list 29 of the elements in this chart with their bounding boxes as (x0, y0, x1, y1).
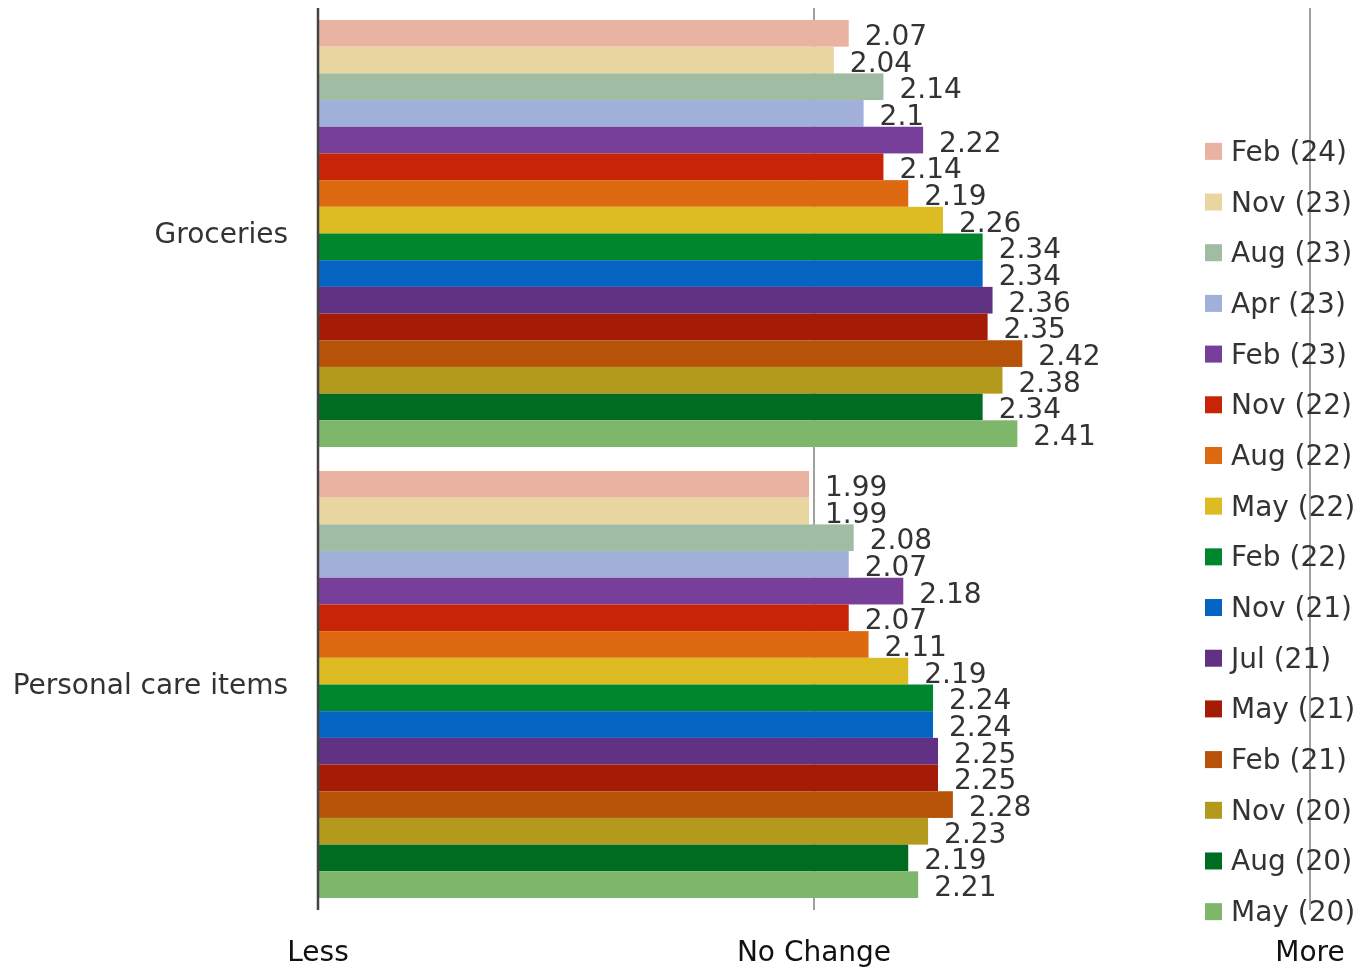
legend-label: Aug (22) (1231, 438, 1353, 472)
data-label: 2.19 (924, 178, 987, 212)
data-label: 1.99 (825, 469, 888, 503)
text: Less (287, 934, 349, 968)
data-label: 2.21 (934, 870, 997, 904)
y-tick-label: Groceries (154, 217, 288, 250)
legend-label: Feb (24) (1231, 134, 1347, 168)
legend-label: Feb (23) (1231, 337, 1347, 371)
legend-label: Aug (23) (1231, 236, 1353, 270)
data-label: 2.07 (864, 549, 928, 583)
legend-label: May (20) (1231, 895, 1356, 929)
legend-label: Nov (22) (1231, 388, 1353, 422)
y-tick-label: Personal care items (12, 668, 288, 701)
legend-label: Jul (21) (1229, 641, 1332, 675)
legend-label: May (21) (1231, 692, 1356, 726)
data-label: 2.1 (879, 98, 925, 132)
legend-label: Aug (20) (1231, 844, 1353, 878)
legend-label: Nov (23) (1231, 185, 1353, 219)
data-label: 2.07 (864, 18, 928, 52)
legend-label: May (22) (1231, 489, 1356, 523)
legend-label: Apr (23) (1231, 286, 1346, 320)
data-label: 2.11 (884, 629, 947, 663)
data-label: 2.41 (1033, 419, 1096, 453)
legend-label: Feb (22) (1231, 540, 1347, 574)
ref-line-label: No Change (736, 934, 892, 968)
ref-line-label: More (1275, 934, 1345, 968)
legend-label: Nov (21) (1231, 591, 1353, 625)
legend-label: Feb (21) (1231, 743, 1347, 777)
legend-label: Nov (20) (1231, 793, 1353, 827)
